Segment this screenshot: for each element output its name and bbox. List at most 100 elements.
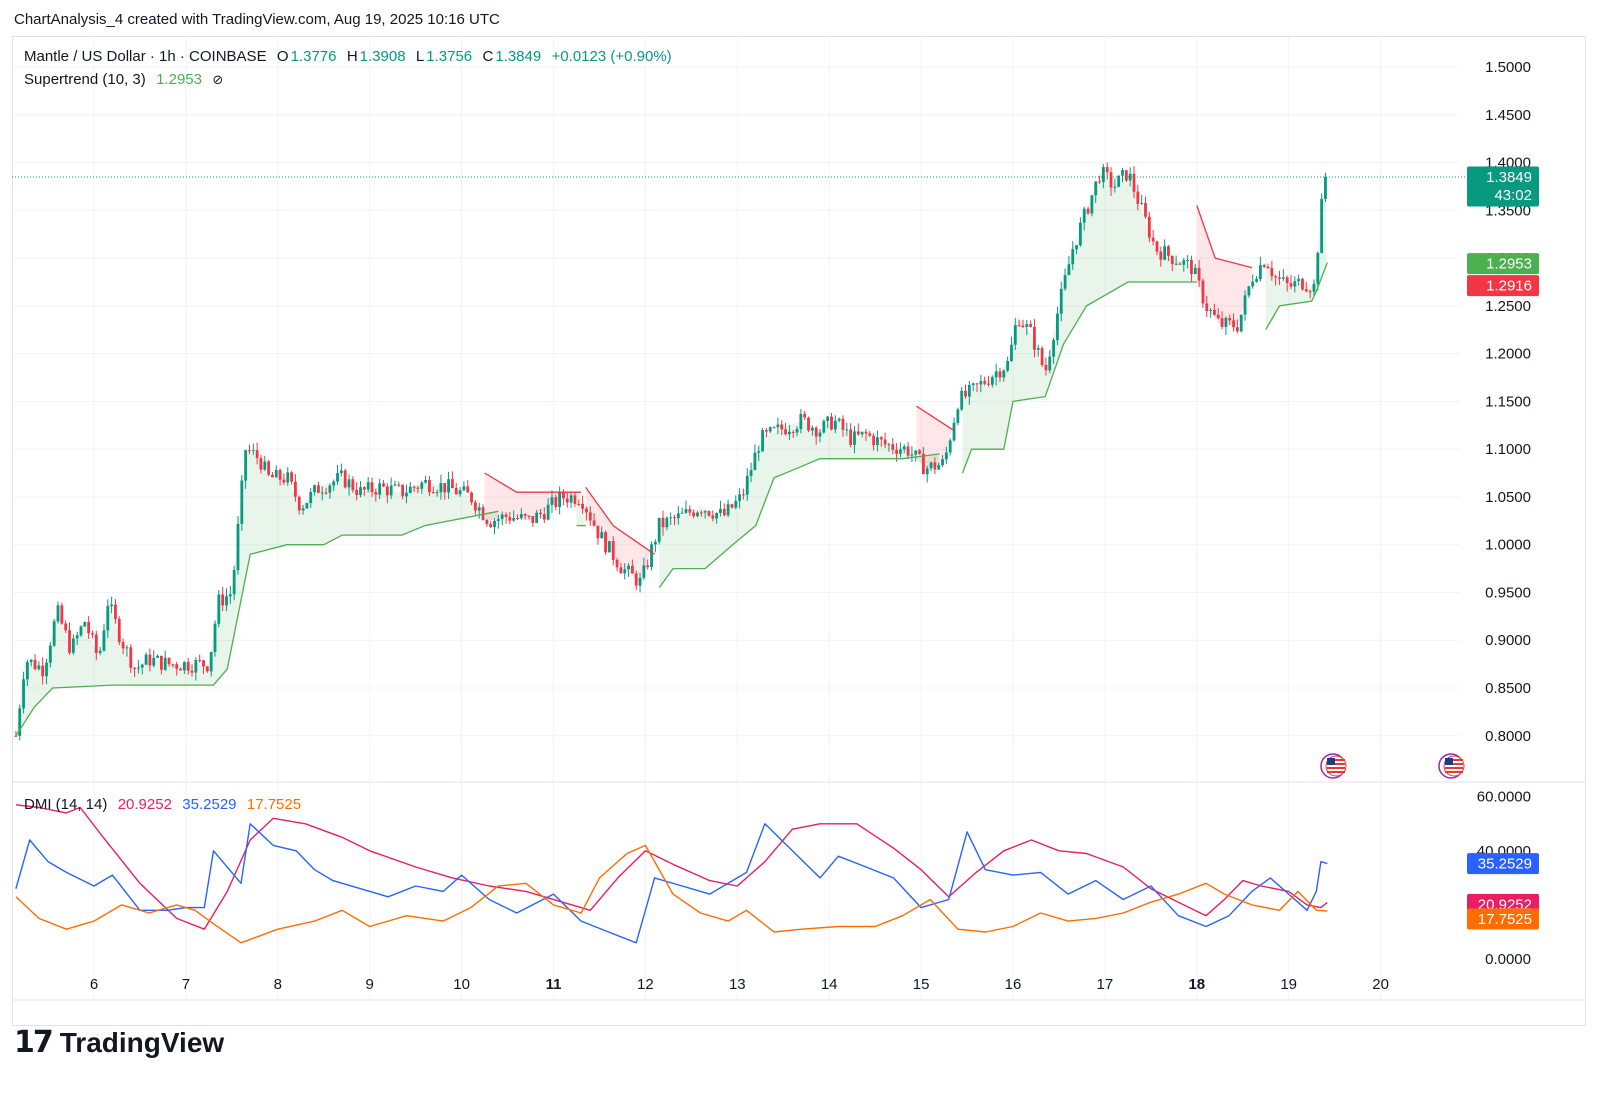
candle-up (217, 594, 221, 624)
candle-down (114, 604, 117, 620)
candle-down (412, 486, 416, 488)
candle-down (807, 417, 810, 431)
candle-down (1205, 303, 1209, 311)
candle-up (110, 604, 114, 606)
candle-down (699, 512, 703, 514)
candle-up (1063, 275, 1067, 289)
tradingview-logo[interactable]: 17 TradingView (14, 1025, 224, 1060)
candle-down (921, 453, 925, 475)
candle-up (642, 565, 646, 578)
candle-up (83, 621, 87, 627)
candle-up (519, 514, 523, 519)
candle-down (278, 469, 282, 480)
candle-up (496, 519, 500, 521)
us-flag-event-icon[interactable] (1438, 753, 1465, 779)
candle-down (1159, 251, 1163, 260)
candle-down (190, 670, 194, 673)
candle-down (688, 509, 692, 513)
candle-up (1281, 277, 1285, 279)
supertrend-legend[interactable]: Supertrend (10, 3) 1.2953 ⊘ (24, 71, 225, 88)
candle-up (826, 416, 830, 421)
supertrend-lines (15, 205, 1328, 737)
hidden-eye-icon[interactable]: ⊘ (212, 72, 224, 87)
dmi-minus-label-background (1467, 908, 1539, 930)
supertrend-up-line (1265, 262, 1328, 331)
supertrend-down-line (1196, 205, 1253, 269)
candle-up (776, 424, 780, 428)
dmi-plus-di-line (15, 823, 1328, 944)
candle-down (791, 431, 795, 433)
supertrend-up-label-background (1467, 253, 1539, 275)
candle-down (473, 502, 477, 511)
candle-down (565, 498, 569, 503)
candle-up (125, 647, 129, 649)
candle-down (171, 664, 175, 666)
candle-down (259, 458, 263, 470)
candle-up (301, 508, 305, 511)
price-tick-label: 1.4500 (1485, 107, 1531, 124)
price-tick-label: 1.1000 (1485, 441, 1531, 458)
candle-up (715, 512, 719, 519)
candle-up (477, 507, 481, 511)
candle-down (489, 523, 493, 528)
dmi-legend[interactable]: DMI (14, 14) 20.9252 35.2529 17.7525 (24, 796, 303, 813)
price-tick-label: 0.9000 (1485, 632, 1531, 649)
candle-down (1044, 364, 1048, 371)
candle-up (822, 420, 826, 433)
candle-down (772, 427, 776, 429)
dmi-minus-value: 17.7525 (246, 796, 302, 813)
change-value: +0.0123 (+0.90%) (551, 48, 672, 65)
candle-down (1308, 291, 1312, 293)
candle-down (87, 621, 91, 634)
candle-down (883, 439, 887, 445)
candle-up (761, 430, 764, 452)
candle-up (944, 452, 948, 460)
candle-up (194, 660, 198, 673)
low-label: L (415, 48, 425, 65)
candle-down (906, 446, 910, 456)
candle-down (431, 492, 435, 494)
time-tick-label: 20 (1372, 976, 1389, 993)
candle-up (1320, 198, 1324, 254)
candle-down (784, 429, 787, 435)
candle-down (542, 513, 546, 520)
candle-up (1052, 340, 1055, 357)
price-tick-label: 1.0500 (1485, 489, 1531, 506)
candle-down (33, 659, 37, 670)
candle-down (443, 483, 447, 493)
supertrend-down-label-background (1467, 275, 1539, 297)
candle-up (680, 512, 684, 514)
candle-down (1262, 265, 1266, 267)
candle-up (389, 485, 393, 496)
candle-up (232, 570, 236, 595)
candle-up (18, 708, 22, 736)
supertrend-up-label-text: 1.2953 (1486, 256, 1532, 273)
candle-up (347, 479, 351, 488)
candle-up (209, 651, 213, 672)
us-flag-event-icon[interactable] (1320, 753, 1347, 779)
flag-stripe (1327, 771, 1345, 773)
candle-up (1251, 281, 1255, 287)
supertrend-down-fill (916, 406, 954, 469)
candle-down (148, 654, 152, 666)
candle-up (550, 497, 554, 505)
candle-down (508, 517, 512, 521)
candle-up (810, 427, 814, 431)
supertrend-fill (15, 172, 1327, 736)
candle-down (707, 511, 711, 516)
candle-down (179, 668, 182, 671)
close-value: 1.3849 (495, 48, 542, 65)
candle-up (818, 432, 822, 437)
candle-up (937, 465, 941, 470)
candle-down (159, 655, 163, 670)
chart-caption: ChartAnalysis_4 created with TradingView… (14, 11, 500, 28)
price-tick-label: 0.8000 (1485, 728, 1531, 745)
candle-up (990, 377, 994, 385)
time-tick-label: 7 (182, 976, 190, 993)
candle-down (416, 487, 420, 489)
candle-up (853, 431, 856, 445)
candle-down (1274, 276, 1278, 278)
candle-up (696, 512, 699, 517)
